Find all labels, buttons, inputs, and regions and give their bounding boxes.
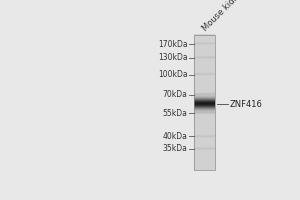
Bar xyxy=(194,35,215,170)
Text: 70kDa: 70kDa xyxy=(163,90,188,99)
Text: Mouse kidney: Mouse kidney xyxy=(201,0,248,33)
Text: 130kDa: 130kDa xyxy=(158,53,188,62)
Text: 100kDa: 100kDa xyxy=(158,70,188,79)
Text: 170kDa: 170kDa xyxy=(158,40,188,49)
Text: 35kDa: 35kDa xyxy=(163,144,188,153)
Text: 55kDa: 55kDa xyxy=(163,109,188,118)
Text: 40kDa: 40kDa xyxy=(163,132,188,141)
Text: ZNF416: ZNF416 xyxy=(229,100,262,109)
